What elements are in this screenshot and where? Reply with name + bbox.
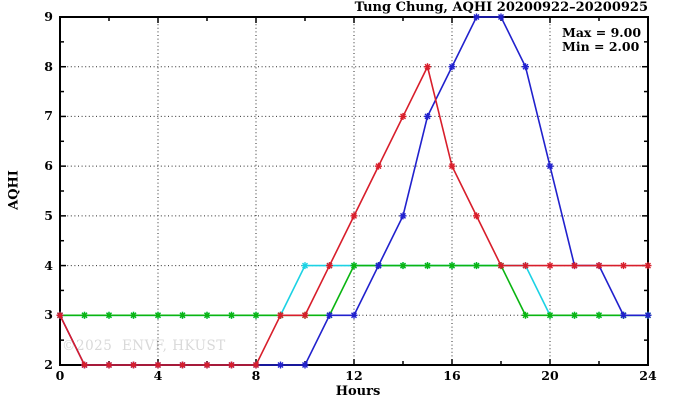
point-marker: [277, 311, 284, 319]
point-marker: [350, 311, 358, 319]
x-tick-label: 8: [251, 368, 261, 383]
y-tick-label: 3: [44, 307, 53, 323]
point-marker: [424, 63, 431, 71]
y-axis-label: AQHI: [6, 170, 22, 210]
point-marker: [56, 311, 64, 319]
y-tick-label: 9: [44, 9, 53, 24]
x-axis-label: Hours: [335, 384, 381, 399]
point-marker: [228, 361, 235, 369]
point-marker: [301, 361, 309, 369]
point-marker: [130, 361, 137, 369]
point-marker: [252, 311, 260, 319]
point-marker: [277, 361, 284, 369]
y-tick-label: 7: [44, 108, 53, 124]
point-marker: [81, 361, 88, 369]
series-red: [56, 63, 652, 369]
point-marker: [350, 262, 358, 270]
point-marker: [473, 212, 480, 220]
x-tick-label: 12: [345, 368, 363, 383]
point-marker: [375, 262, 382, 270]
point-marker: [497, 262, 505, 270]
max-min-annotation: Max = 9.00 Min = 2.00: [562, 26, 641, 54]
point-marker: [375, 162, 382, 170]
point-marker: [644, 311, 652, 319]
x-tick-label: 20: [541, 368, 559, 383]
point-marker: [130, 311, 137, 319]
point-marker: [620, 262, 627, 270]
watermark: ©2025 ENVF, HKUST: [62, 338, 226, 354]
y-tick-label: 8: [44, 58, 53, 74]
point-marker: [595, 262, 603, 270]
point-marker: [644, 262, 652, 270]
point-marker: [620, 311, 627, 319]
point-marker: [546, 162, 554, 170]
point-marker: [448, 162, 456, 170]
x-tick-label: 16: [443, 368, 461, 383]
point-marker: [228, 311, 235, 319]
point-marker: [350, 212, 358, 220]
y-tick-label: 4: [44, 257, 53, 273]
point-marker: [497, 13, 505, 21]
x-tick-label: 24: [639, 368, 657, 383]
point-marker: [399, 212, 407, 220]
x-tick-label: 4: [153, 368, 163, 383]
point-marker: [301, 262, 309, 270]
point-marker: [81, 311, 88, 319]
point-marker: [571, 262, 578, 270]
point-marker: [522, 63, 529, 71]
point-marker: [154, 361, 162, 369]
point-marker: [424, 112, 431, 120]
y-tick-label: 5: [44, 207, 53, 223]
annotation-min: Min = 2.00: [562, 39, 640, 54]
series-cyan: [56, 262, 652, 319]
x-tick-label: 0: [55, 368, 65, 383]
point-marker: [546, 311, 554, 319]
point-marker: [399, 262, 407, 270]
point-marker: [301, 311, 309, 319]
point-marker: [105, 361, 113, 369]
point-marker: [473, 13, 480, 21]
y-tick-label: 6: [44, 158, 53, 174]
point-marker: [326, 311, 333, 319]
point-marker: [326, 262, 333, 270]
point-marker: [399, 112, 407, 120]
point-marker: [179, 311, 186, 319]
point-marker: [424, 262, 431, 270]
point-marker: [448, 262, 456, 270]
point-marker: [571, 311, 578, 319]
point-marker: [522, 311, 529, 319]
point-marker: [203, 311, 211, 319]
point-marker: [154, 311, 162, 319]
point-marker: [203, 361, 211, 369]
y-tick-label: 2: [44, 357, 53, 372]
point-marker: [546, 262, 554, 270]
point-marker: [252, 361, 260, 369]
point-marker: [448, 63, 456, 71]
point-marker: [473, 262, 480, 270]
chart-title: Tung Chung, AQHI 20200922–20200925: [354, 0, 648, 15]
point-marker: [179, 361, 186, 369]
annotation-max: Max = 9.00: [562, 25, 642, 40]
point-marker: [522, 262, 529, 270]
point-marker: [105, 311, 113, 319]
series-green: [56, 262, 652, 319]
point-marker: [595, 311, 603, 319]
